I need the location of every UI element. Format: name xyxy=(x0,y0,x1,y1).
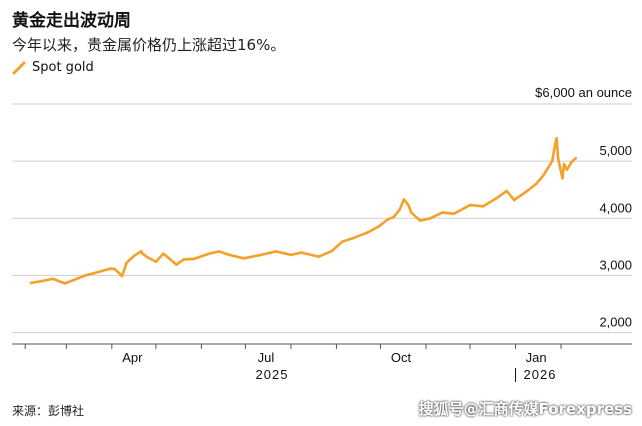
data-point xyxy=(299,251,303,254)
data-point xyxy=(242,257,246,260)
chart-title: 黄金走出波动周 xyxy=(12,11,131,31)
data-point xyxy=(341,240,344,243)
data-point xyxy=(505,189,509,193)
data-point xyxy=(553,142,557,146)
y-tick-label: 2,000 xyxy=(599,315,632,330)
data-point xyxy=(141,252,144,255)
data-point xyxy=(205,253,209,256)
data-point xyxy=(228,253,231,257)
data-point xyxy=(468,203,472,207)
data-point xyxy=(452,212,456,215)
data-point xyxy=(113,267,117,271)
data-point xyxy=(392,215,396,219)
data-point xyxy=(562,162,566,166)
data-point xyxy=(182,258,186,261)
data-point xyxy=(481,205,485,208)
data-point xyxy=(132,254,136,258)
year-label: 2026 xyxy=(524,367,557,382)
y-tick-label: 4,000 xyxy=(599,200,632,215)
data-point xyxy=(217,250,221,253)
data-point xyxy=(418,219,422,222)
data-point xyxy=(542,174,545,177)
data-point xyxy=(289,253,293,257)
data-point xyxy=(317,255,321,258)
y-unit-label: $6,000 an ounce xyxy=(535,85,632,100)
data-point xyxy=(109,267,112,270)
source-note: 来源：彭博社 xyxy=(12,404,85,418)
data-point xyxy=(51,277,55,281)
legend: Spot gold xyxy=(12,60,94,75)
data-point xyxy=(570,161,573,164)
data-point xyxy=(29,281,33,285)
data-point xyxy=(154,260,158,264)
data-point xyxy=(402,198,406,201)
series-line-spot-gold xyxy=(29,137,577,285)
x-tick-label: Jan xyxy=(526,350,547,365)
data-point xyxy=(125,261,128,265)
data-point xyxy=(407,203,410,207)
data-point xyxy=(495,197,498,200)
legend-label: Spot gold xyxy=(32,60,94,75)
data-point xyxy=(145,255,149,259)
data-point xyxy=(40,279,43,283)
data-point xyxy=(561,177,564,180)
data-point xyxy=(512,198,516,202)
data-point xyxy=(556,157,560,160)
data-point xyxy=(166,255,169,259)
y-tick-label: 5,000 xyxy=(599,143,632,158)
year-label: 2025 xyxy=(256,367,289,382)
data-point xyxy=(92,271,96,275)
data-point xyxy=(366,231,369,234)
data-point xyxy=(429,217,432,220)
legend-swatch-icon xyxy=(12,61,26,74)
data-point xyxy=(555,137,558,140)
y-tick-label: 3,000 xyxy=(599,257,632,272)
data-point xyxy=(175,263,178,266)
data-point xyxy=(139,250,143,253)
data-point xyxy=(351,237,354,240)
data-point xyxy=(574,157,577,160)
x-tick-label: Oct xyxy=(391,350,412,365)
data-point xyxy=(524,190,528,194)
data-point xyxy=(377,225,381,228)
data-point xyxy=(161,252,165,255)
chart-subtitle: 今年以来，贵金属价格仍上涨超过16%。 xyxy=(12,36,286,54)
data-point xyxy=(63,282,67,285)
data-point xyxy=(398,208,401,211)
watermark: 搜狐号@汇商传媒Forexpress xyxy=(418,400,632,418)
data-point xyxy=(257,254,260,257)
data-point xyxy=(440,211,444,214)
data-point xyxy=(330,249,334,253)
data-point xyxy=(534,182,538,186)
data-point xyxy=(410,211,413,214)
data-point xyxy=(70,279,74,282)
data-point xyxy=(386,218,390,221)
data-point xyxy=(84,274,87,277)
data-point xyxy=(274,250,278,253)
x-tick-label: Jul xyxy=(258,350,275,365)
data-point xyxy=(120,274,124,278)
data-point xyxy=(550,159,554,163)
data-point xyxy=(565,168,569,171)
x-tick-label: Apr xyxy=(122,350,143,365)
data-point xyxy=(192,257,196,261)
